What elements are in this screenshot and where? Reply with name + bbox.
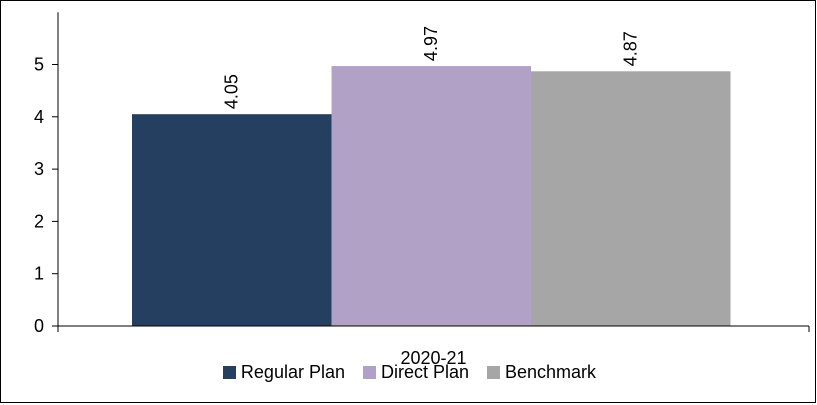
legend-item-direct-plan: Direct Plan xyxy=(362,361,470,383)
bar-benchmark xyxy=(531,71,731,326)
legend-item-regular-plan: Regular Plan xyxy=(222,361,345,383)
y-ticks-group: 0 1 2 3 4 5 xyxy=(34,55,58,336)
data-label-regular-plan: 4.05 xyxy=(222,74,242,109)
y-tick-label: 2 xyxy=(34,211,44,231)
y-tick-label: 5 xyxy=(34,55,44,75)
x-ticks-group xyxy=(57,326,810,332)
category-label: 2020-21 xyxy=(400,348,466,368)
legend-label: Benchmark xyxy=(505,361,597,382)
data-label-benchmark: 4.87 xyxy=(621,31,641,66)
y-tick-label: 0 xyxy=(34,316,44,336)
legend-label: Direct Plan xyxy=(380,361,470,382)
data-label-direct-plan: 4.97 xyxy=(421,26,441,61)
y-tick-label: 1 xyxy=(34,264,44,284)
y-tick-label: 3 xyxy=(34,159,44,179)
legend-item-benchmark: Benchmark xyxy=(487,362,596,383)
y-tick-label: 4 xyxy=(34,107,44,127)
legend-swatch xyxy=(222,365,236,379)
bar-regular-plan xyxy=(132,114,332,326)
category-labels-group: 2020-21 xyxy=(400,348,466,368)
data-labels-group: 4.05 4.97 4.87 xyxy=(222,26,641,109)
bar-direct-plan xyxy=(331,66,531,326)
legend-swatch xyxy=(362,365,376,379)
legend: Regular Plan Direct Plan Benchmark xyxy=(1,359,817,385)
legend-label: Regular Plan xyxy=(240,361,345,382)
legend-swatch xyxy=(487,365,501,379)
bars-group xyxy=(132,66,731,326)
